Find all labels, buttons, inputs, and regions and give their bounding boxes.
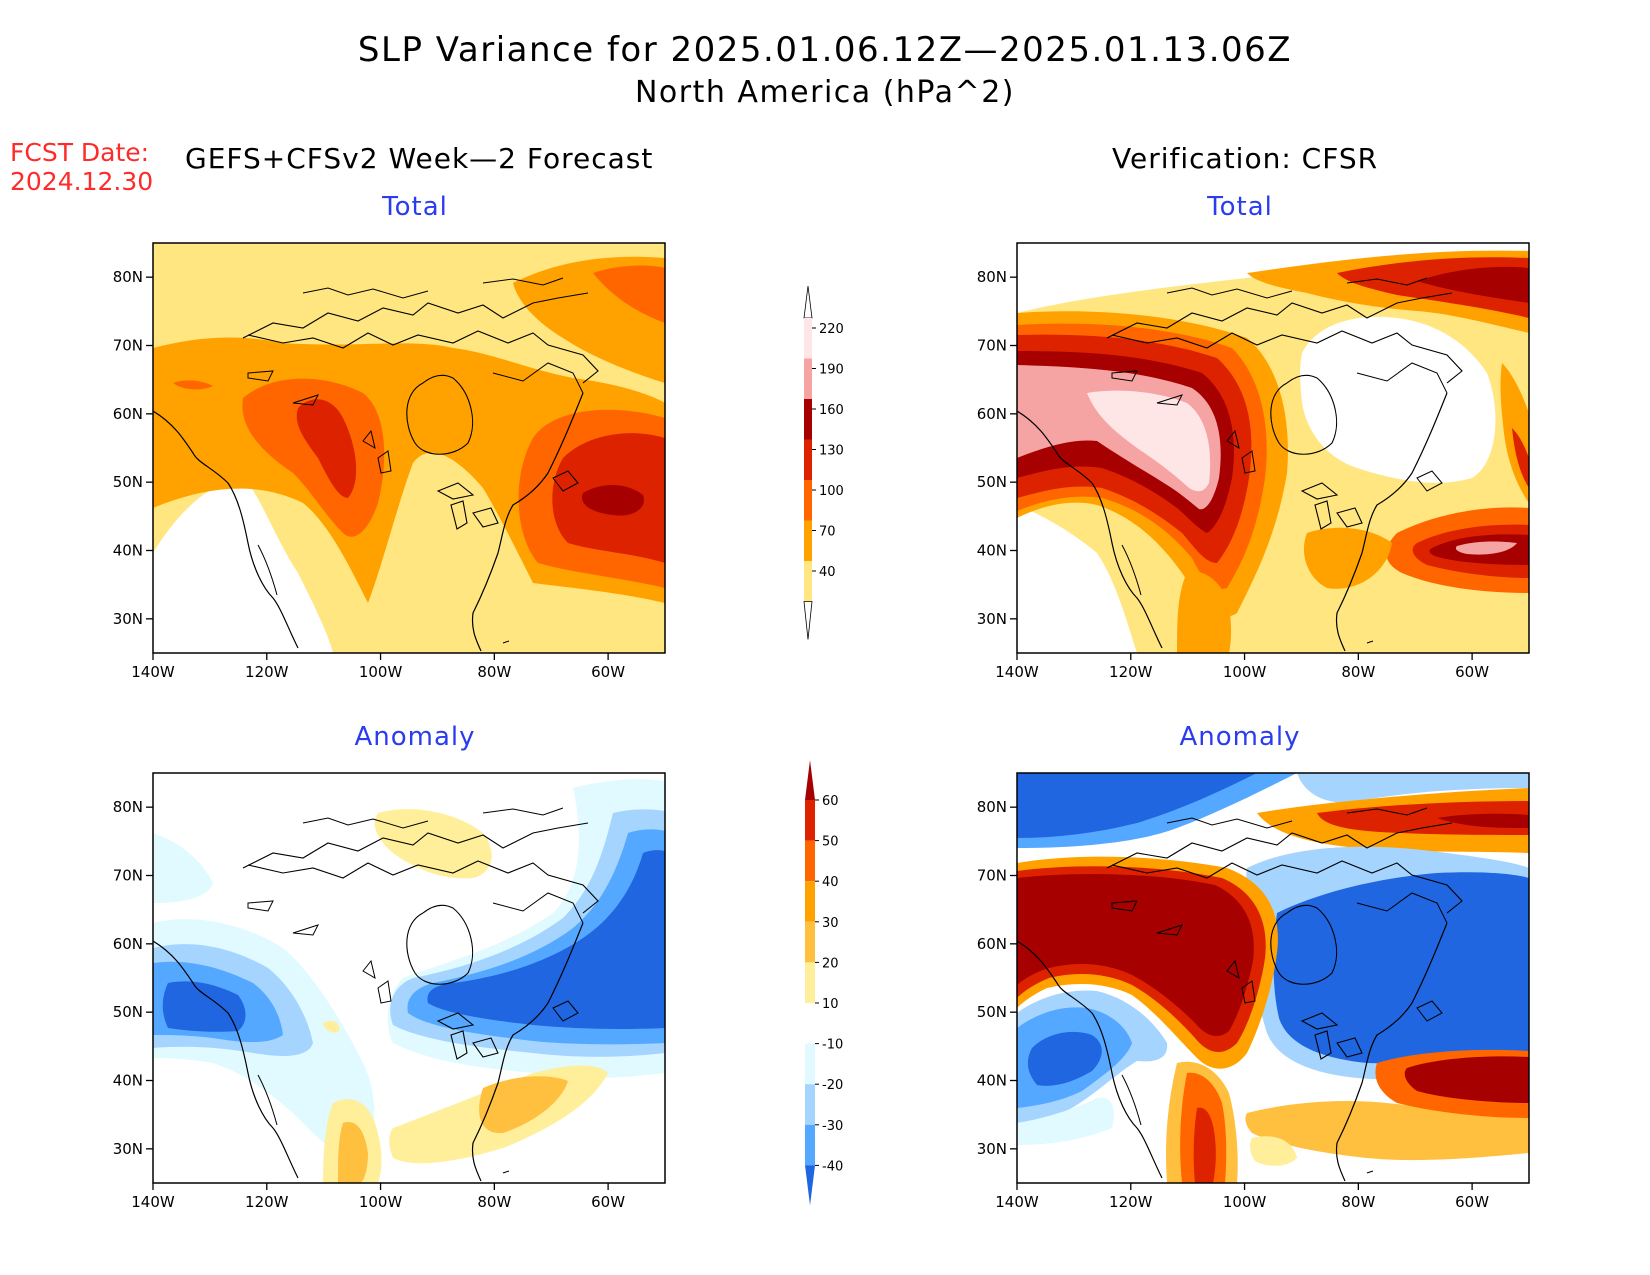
lat-tick-label: 40N xyxy=(113,1072,143,1090)
forecast-date-value: 2024.12.30 xyxy=(10,167,154,196)
lat-tick-label: 70N xyxy=(977,337,1007,355)
colorbar-label: 190 xyxy=(819,363,844,378)
colorbar-swatch xyxy=(804,318,812,359)
colorbar-label: 30 xyxy=(822,916,839,931)
panel-title-forecast-total: Total xyxy=(382,192,448,222)
panel-title-forecast-anomaly: Anomaly xyxy=(354,722,476,752)
forecast-date-label: FCST Date: xyxy=(10,138,150,167)
main-subtitle: North America (hPa^2) xyxy=(634,75,1015,110)
colorbar-swatch xyxy=(804,399,812,440)
lat-tick-label: 70N xyxy=(113,337,143,355)
colorbar-label: 10 xyxy=(822,997,839,1012)
lon-tick-label: 120W xyxy=(245,1193,289,1211)
colorbar-swatch xyxy=(805,1043,815,1085)
forecast-date-block: FCST Date: 2024.12.30 xyxy=(10,138,153,196)
lat-tick-label: 60N xyxy=(113,935,143,953)
panel-verification-total xyxy=(1016,242,1530,654)
lat-tick-label: 70N xyxy=(113,867,143,885)
lon-tick-label: 80W xyxy=(477,663,511,681)
colorbar-label: 20 xyxy=(822,956,839,971)
lon-tick-label: 60W xyxy=(591,1193,625,1211)
colorbar-anomaly: 60 50 40 30 20 10 -10 -20 -30 -40 xyxy=(805,760,843,1206)
colorbar-label: 50 xyxy=(822,835,839,850)
lat-tick-label: 50N xyxy=(113,1003,143,1021)
lat-tick-label: 30N xyxy=(977,1140,1007,1158)
colorbar-swatch xyxy=(805,800,815,841)
lat-tick-label: 40N xyxy=(113,542,143,560)
panel-verification-anomaly xyxy=(1016,772,1530,1184)
lat-tick-label: 50N xyxy=(977,473,1007,491)
lon-tick-label: 100W xyxy=(1223,1193,1267,1211)
lat-tick-label: 80N xyxy=(977,268,1007,286)
colorbar-swatch xyxy=(805,1084,815,1125)
colorbar-label: -40 xyxy=(822,1159,843,1174)
colorbar-label: 130 xyxy=(819,444,844,459)
colorbar-label: 60 xyxy=(822,794,839,809)
lat-tick-label: 60N xyxy=(113,405,143,423)
lon-tick-label: 120W xyxy=(1109,1193,1153,1211)
lon-tick-label: 140W xyxy=(995,1193,1039,1211)
panel-forecast-anomaly xyxy=(152,772,666,1184)
lon-tick-label: 100W xyxy=(1223,663,1267,681)
colorbar-top-arrow xyxy=(803,285,813,319)
lon-tick-label: 60W xyxy=(591,663,625,681)
colorbar-label: 40 xyxy=(819,565,836,580)
panel-forecast-total xyxy=(152,242,666,654)
colorbar-swatch xyxy=(805,962,815,1003)
lon-tick-label: 100W xyxy=(359,663,403,681)
colorbar-label: 70 xyxy=(819,525,836,540)
colorbar-swatch xyxy=(804,439,812,480)
lat-tick-label: 80N xyxy=(977,798,1007,816)
colorbar-swatch xyxy=(804,561,812,602)
colorbar-swatch xyxy=(805,840,815,882)
lat-tick-label: 50N xyxy=(977,1003,1007,1021)
panel-title-verification-total: Total xyxy=(1207,192,1273,222)
colorbar-swatch xyxy=(804,520,812,561)
colorbar-swatch xyxy=(805,1003,815,1044)
colorbar-total: 220 190 160 130 100 70 40 xyxy=(803,285,844,640)
lon-tick-label: 100W xyxy=(359,1193,403,1211)
lon-tick-label: 120W xyxy=(1109,663,1153,681)
lat-tick-label: 30N xyxy=(113,610,143,628)
colorbar-label: 160 xyxy=(819,403,844,418)
colorbar-bottom-arrow xyxy=(805,1165,815,1206)
lon-tick-label: 140W xyxy=(131,663,175,681)
verification-heading: Verification: CFSR xyxy=(1112,142,1379,175)
colorbar-label: 40 xyxy=(822,875,839,890)
colorbar-swatch xyxy=(805,881,815,922)
lat-tick-label: 30N xyxy=(977,610,1007,628)
lon-tick-label: 80W xyxy=(1341,1193,1375,1211)
colorbar-label: 220 xyxy=(819,322,844,337)
lon-tick-label: 140W xyxy=(995,663,1039,681)
lat-tick-label: 40N xyxy=(977,1072,1007,1090)
colorbar-label: -10 xyxy=(822,1038,843,1053)
colorbar-swatch xyxy=(805,1124,815,1166)
lat-tick-label: 50N xyxy=(113,473,143,491)
colorbar-swatch xyxy=(804,480,812,521)
colorbar-label: 100 xyxy=(819,484,844,499)
lon-tick-label: 60W xyxy=(1455,1193,1489,1211)
colorbar-swatch xyxy=(805,921,815,963)
lat-tick-label: 60N xyxy=(977,405,1007,423)
forecast-heading: GEFS+CFSv2 Week—2 Forecast xyxy=(185,142,654,175)
lon-tick-label: 140W xyxy=(131,1193,175,1211)
colorbar-label: -20 xyxy=(822,1078,843,1093)
lon-tick-label: 60W xyxy=(1455,663,1489,681)
main-title: SLP Variance for 2025.01.06.12Z—2025.01.… xyxy=(357,30,1293,70)
lat-tick-label: 70N xyxy=(977,867,1007,885)
colorbar-label: -30 xyxy=(822,1119,843,1134)
lon-tick-label: 80W xyxy=(1341,663,1375,681)
lat-tick-label: 80N xyxy=(113,798,143,816)
lat-tick-label: 30N xyxy=(113,1140,143,1158)
lat-tick-label: 80N xyxy=(113,268,143,286)
colorbar-top-arrow xyxy=(805,760,815,800)
colorbar-swatch xyxy=(804,358,812,399)
lon-tick-label: 80W xyxy=(477,1193,511,1211)
colorbar-bottom-arrow xyxy=(803,601,813,640)
panel-title-verification-anomaly: Anomaly xyxy=(1179,722,1301,752)
lat-tick-label: 60N xyxy=(977,935,1007,953)
lat-tick-label: 40N xyxy=(977,542,1007,560)
lon-tick-label: 120W xyxy=(245,663,289,681)
